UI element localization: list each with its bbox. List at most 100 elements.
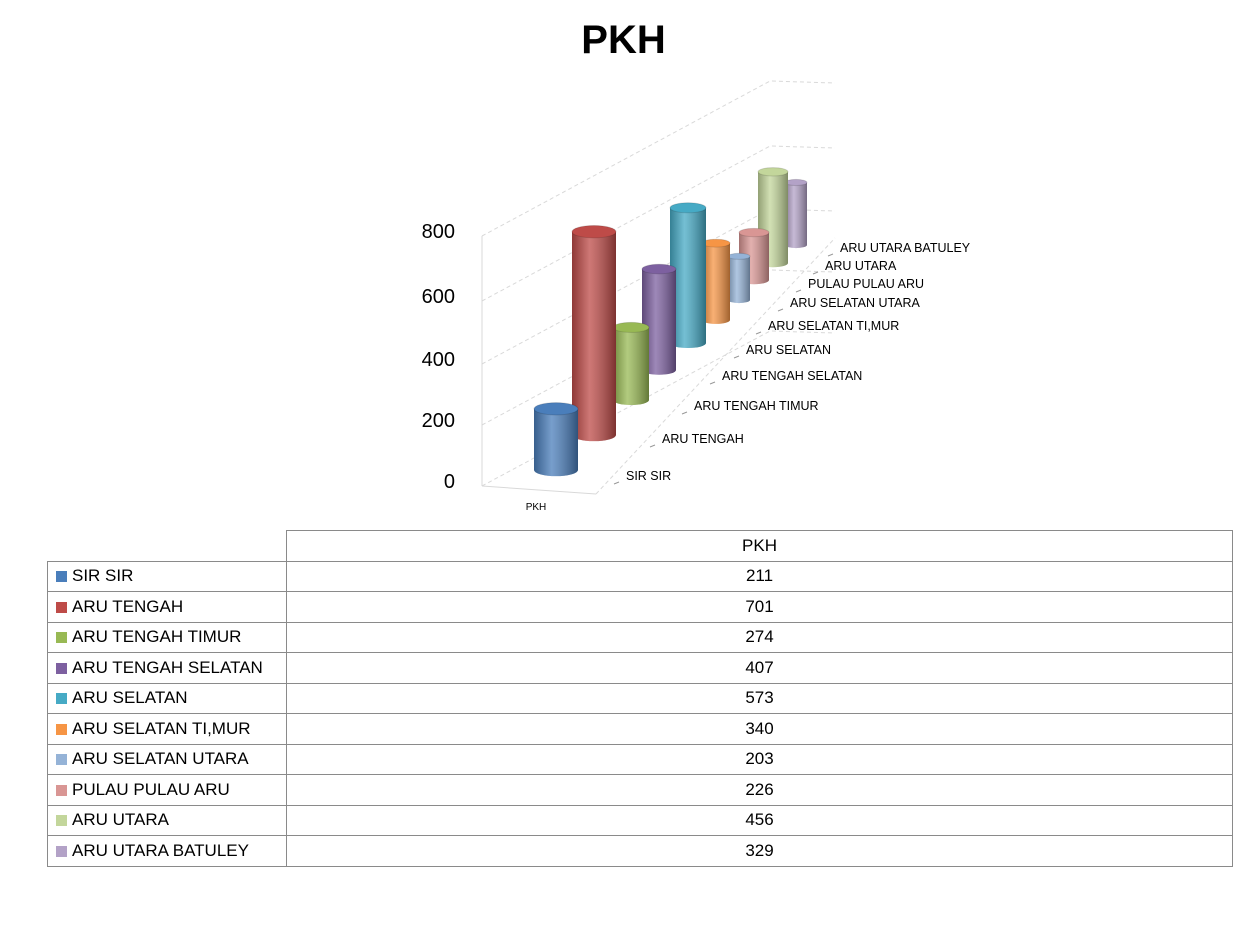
bar-top	[727, 252, 751, 260]
row-label: ARU UTARA	[47, 804, 287, 836]
legend-label: ARU TENGAH	[72, 596, 184, 616]
category-tick	[827, 253, 834, 257]
category-tick	[777, 308, 784, 312]
bar-top	[784, 178, 808, 187]
category-label: ARU TENGAH TIMUR	[694, 399, 819, 413]
row-label: ARU SELATAN UTARA	[47, 743, 287, 775]
legend-swatch	[56, 632, 67, 644]
data-table: PKH SIR SIR 211 ARU TENGAH 701 ARU TENGAH TI…	[47, 530, 1233, 867]
bar-shading	[670, 207, 706, 349]
bar-top	[701, 238, 731, 248]
table-row: ARU SELATAN TI,MUR 340	[47, 713, 1233, 745]
bar-shading	[572, 231, 616, 442]
table-header-row: PKH	[48, 530, 1233, 562]
category-label: ARU TENGAH	[662, 432, 744, 446]
bar-top	[612, 321, 650, 333]
category-tick	[812, 271, 819, 275]
row-label: ARU UTARA BATULEY	[47, 835, 287, 867]
table-row: ARU UTARA BATULEY 329	[47, 835, 1233, 867]
legend-swatch	[56, 754, 67, 766]
bar-top	[757, 167, 789, 177]
table-row: ARU UTARA 456	[47, 804, 1233, 836]
row-value: 274	[286, 621, 1233, 653]
bar-top	[571, 225, 617, 239]
legend-label: ARU SELATAN UTARA	[72, 749, 249, 769]
row-value: 226	[286, 774, 1233, 806]
bar-shading	[702, 243, 730, 324]
row-label: ARU TENGAH TIMUR	[47, 621, 287, 653]
row-label: ARU SELATAN	[47, 682, 287, 714]
bar-top	[533, 402, 579, 416]
legend-swatch	[56, 845, 67, 857]
category-label: ARU TENGAH SELATAN	[722, 369, 862, 383]
legend-label: ARU UTARA	[72, 810, 169, 830]
row-value: 203	[286, 743, 1233, 775]
category-label: ARU SELATAN TI,MUR	[768, 319, 899, 333]
row-value: 211	[286, 560, 1233, 592]
row-value: 407	[286, 652, 1233, 684]
row-label: SIR SIR	[47, 560, 287, 592]
category-tick	[681, 411, 688, 415]
category-tick	[755, 331, 762, 335]
legend-swatch	[56, 571, 67, 583]
legend-swatch	[56, 693, 67, 705]
table-corner	[48, 531, 287, 562]
bar-top	[641, 263, 677, 275]
category-tick	[709, 381, 716, 385]
row-value: 329	[286, 835, 1233, 867]
row-label: ARU SELATAN TI,MUR	[47, 713, 287, 745]
category-tick	[649, 444, 656, 448]
category-tick	[733, 355, 740, 359]
bar-shading	[642, 269, 676, 375]
bar-shading	[613, 327, 649, 406]
table-row: ARU TENGAH 701	[47, 591, 1233, 623]
floor-edge	[481, 485, 597, 495]
bar-shading	[785, 182, 807, 249]
y-tick-label: 0	[444, 471, 455, 493]
category-label: PULAU PULAU ARU	[808, 277, 924, 291]
chart-title: PKH	[581, 18, 666, 62]
table-header: PKH	[286, 530, 1233, 562]
series-axis-label: PKH	[526, 502, 547, 513]
legend-label: ARU SELATAN TI,MUR	[72, 718, 251, 738]
legend-label: ARU SELATAN	[72, 688, 188, 708]
table-row: PULAU PULAU ARU 226	[47, 774, 1233, 806]
table-row: ARU TENGAH SELATAN 407	[47, 652, 1233, 684]
legend-label: PULAU PULAU ARU	[72, 779, 230, 799]
table-row: ARU TENGAH TIMUR 274	[47, 621, 1233, 653]
row-label: ARU TENGAH SELATAN	[47, 652, 287, 684]
row-label: PULAU PULAU ARU	[47, 774, 287, 806]
y-tick-label: 600	[422, 286, 455, 308]
category-label: ARU UTARA	[825, 259, 897, 273]
y-tick-label: 400	[422, 349, 455, 371]
category-label: ARU SELATAN UTARA	[790, 296, 921, 310]
table-row: ARU SELATAN 573	[47, 682, 1233, 714]
legend-swatch	[56, 601, 67, 613]
category-label: ARU UTARA BATULEY	[840, 241, 971, 255]
row-value: 701	[286, 591, 1233, 623]
category-label: SIR SIR	[626, 469, 671, 483]
chart-plot: 0 200 400 600 800 PKH SIR SIR ARU TENGAH ARU TEN…	[422, 80, 971, 513]
row-label: ARU TENGAH	[47, 591, 287, 623]
table-row: SIR SIR 211	[47, 560, 1233, 592]
bar-top	[738, 227, 770, 238]
bar-top	[669, 202, 707, 214]
bar-shading	[534, 408, 578, 477]
category-tick	[795, 289, 802, 293]
row-value: 456	[286, 804, 1233, 836]
row-value: 573	[286, 682, 1233, 714]
table-row: ARU SELATAN UTARA 203	[47, 743, 1233, 775]
row-value: 340	[286, 713, 1233, 745]
category-tick	[613, 481, 620, 485]
y-tick-label: 800	[422, 221, 455, 243]
legend-label: ARU TENGAH TIMUR	[72, 627, 242, 647]
legend-label: ARU UTARA BATULEY	[72, 840, 249, 860]
legend-swatch	[56, 723, 67, 735]
legend-swatch	[56, 815, 67, 827]
category-label: ARU SELATAN	[746, 343, 831, 357]
legend-label: ARU TENGAH SELATAN	[72, 657, 263, 677]
legend-swatch	[56, 784, 67, 796]
bar-shading	[728, 256, 751, 304]
legend-label: SIR SIR	[72, 566, 134, 586]
y-tick-label: 200	[422, 410, 455, 432]
